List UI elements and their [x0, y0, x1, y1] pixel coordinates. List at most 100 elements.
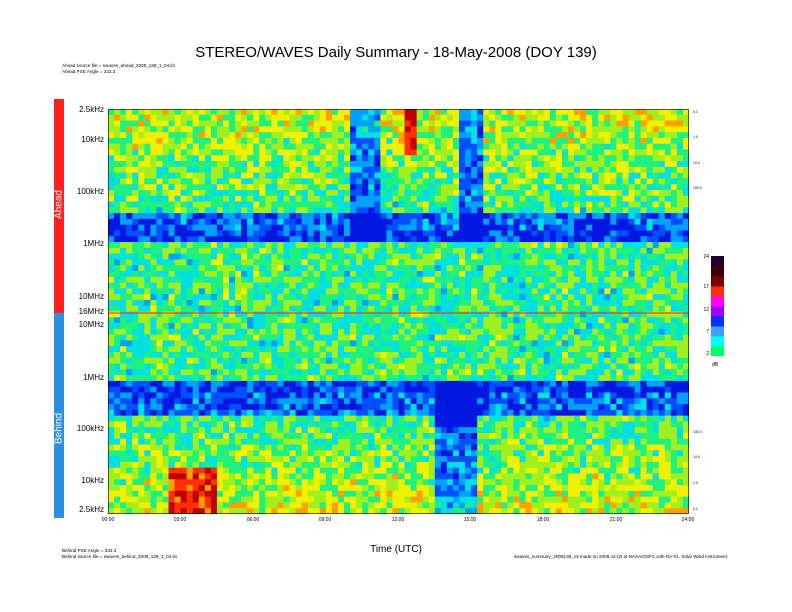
spectrogram-cell: [392, 213, 400, 220]
spectrogram-cell: [543, 178, 551, 185]
spectrogram-cell: [247, 120, 254, 127]
spectrogram-cell: [622, 392, 630, 399]
spectrogram-cell: [410, 137, 418, 145]
spectrogram-cell: [168, 143, 176, 151]
spectrogram-cell: [477, 132, 484, 139]
spectrogram-cell: [501, 109, 509, 116]
spectrogram-cell: [483, 357, 490, 365]
spectrogram-cell: [168, 392, 176, 399]
spectrogram-cell: [574, 109, 581, 116]
spectrogram-cell: [652, 190, 660, 197]
spectrogram-cell: [622, 126, 630, 133]
spectrogram-cell: [180, 190, 188, 197]
spectrogram-cell: [350, 271, 357, 278]
spectrogram-cell: [344, 276, 351, 284]
spectrogram-cell: [277, 236, 285, 243]
spectrogram-cell: [410, 178, 418, 185]
spectrogram-cell: [543, 334, 551, 342]
spectrogram-cell: [283, 363, 291, 370]
spectrogram-cell: [144, 323, 151, 330]
spectrogram-cell: [652, 386, 660, 394]
spectrogram-cell: [519, 294, 527, 301]
spectrogram-cell: [222, 184, 230, 191]
spectrogram-cell: [610, 230, 617, 237]
spectrogram-cell: [265, 282, 272, 289]
spectrogram-cell: [301, 207, 309, 214]
spectrogram-cell: [120, 120, 127, 127]
spectrogram-cell: [537, 109, 545, 116]
spectrogram-cell: [204, 207, 212, 214]
spectrogram-cell: [392, 299, 400, 307]
spectrogram-cell: [561, 166, 569, 174]
spectrogram-cell: [198, 109, 206, 116]
spectrogram-cell: [180, 380, 188, 388]
spectrogram-cell: [501, 299, 509, 307]
spectrogram-cell: [592, 132, 599, 139]
spectrogram-cell: [180, 247, 188, 255]
spectrogram-cell: [386, 224, 394, 232]
spectrogram-cell: [465, 114, 472, 122]
spectrogram-cell: [646, 363, 654, 370]
spectrogram-cell: [416, 375, 424, 382]
spectrogram-cell: [138, 294, 145, 301]
spectrogram-cell: [313, 132, 321, 139]
spectrogram-cell: [658, 369, 666, 376]
spectrogram-cell: [664, 114, 672, 122]
spectrogram-cell: [259, 305, 266, 313]
spectrogram-cell: [610, 143, 617, 151]
spectrogram-cell: [682, 172, 689, 180]
spectrogram-cell: [501, 230, 509, 237]
spectrogram-cell: [344, 224, 351, 232]
spectrogram-cell: [229, 323, 236, 330]
spectrogram-cell: [350, 132, 357, 139]
spectrogram-cell: [331, 271, 339, 278]
spectrogram-cell: [495, 334, 502, 342]
spectrogram-cell: [392, 346, 400, 353]
spectrogram-cell: [586, 230, 593, 237]
spectrogram-cell: [368, 398, 375, 405]
spectrogram-cell: [634, 213, 642, 220]
spectrogram-cell: [204, 311, 212, 318]
spectrogram-cell: [604, 357, 611, 365]
spectrogram-cell: [404, 380, 412, 388]
spectrogram-cell: [374, 282, 381, 289]
spectrogram-cell: [253, 375, 260, 382]
spectrogram-cell: [434, 265, 442, 272]
spectrogram-cell: [265, 114, 272, 122]
spectrogram-cell: [380, 380, 387, 388]
spectrogram-cell: [344, 311, 351, 318]
spectrogram-cell: [622, 253, 630, 261]
spectrogram-cell: [253, 218, 260, 226]
spectrogram-cell: [471, 230, 478, 237]
spectrogram-cell: [204, 201, 212, 208]
spectrogram-cell: [628, 282, 636, 289]
spectrogram-cell: [646, 114, 654, 122]
spectrogram-cell: [555, 218, 563, 226]
spectrogram-cell: [604, 317, 611, 324]
spectrogram-cell: [495, 323, 502, 330]
spectrogram-cell: [495, 149, 502, 156]
spectrogram-cell: [459, 178, 466, 185]
spectrogram-cell: [319, 380, 327, 388]
spectrogram-cell: [507, 265, 515, 272]
spectrogram-cell: [610, 236, 617, 243]
spectrogram-cell: [277, 317, 285, 324]
spectrogram-cell: [307, 230, 315, 237]
spectrogram-cell: [459, 363, 466, 370]
spectrogram-cell: [501, 236, 509, 243]
spectrogram-cell: [204, 323, 212, 330]
spectrogram-cell: [126, 346, 133, 353]
spectrogram-cell: [489, 311, 496, 318]
spectrogram-cell: [664, 299, 672, 307]
spectrogram-cell: [392, 317, 400, 324]
spectrogram-cell: [108, 299, 115, 307]
spectrogram-cell: [108, 386, 115, 394]
spectrogram-cell: [301, 375, 309, 382]
spectrogram-cell: [241, 404, 248, 411]
spectrogram-cell: [495, 363, 502, 370]
spectrogram-cell: [386, 207, 394, 214]
spectrogram-cell: [610, 126, 617, 133]
spectrogram-cell: [356, 120, 363, 127]
spectrogram-cell: [622, 132, 630, 139]
spectrogram-cell: [398, 201, 406, 208]
